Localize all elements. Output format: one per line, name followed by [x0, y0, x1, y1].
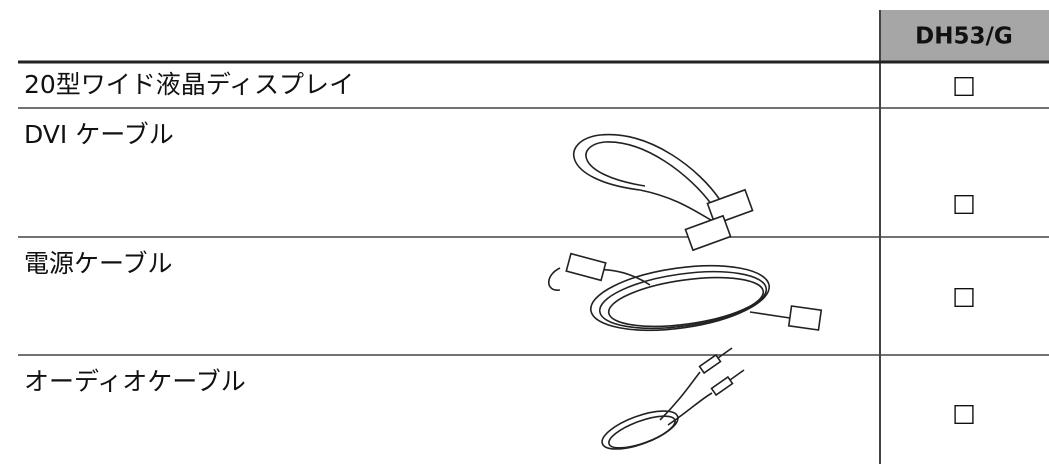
checkbox: □	[952, 398, 976, 427]
audio-cable-illustration	[601, 347, 745, 450]
dvi-cable-illustration	[573, 133, 754, 252]
checkbox: □	[952, 188, 976, 217]
item-name: 20型ワイド液晶ディスプレイ	[24, 70, 354, 99]
item-name: オーディオケーブル	[24, 367, 246, 396]
checkbox: □	[952, 281, 976, 310]
column-header: DH53/G	[915, 24, 1013, 50]
power-cable-illustration	[547, 252, 823, 332]
item-name: DVI ケーブル	[24, 120, 174, 149]
checkbox: □	[952, 70, 976, 99]
header-cell	[880, 10, 1049, 62]
item-name: 電源ケーブル	[24, 249, 173, 278]
